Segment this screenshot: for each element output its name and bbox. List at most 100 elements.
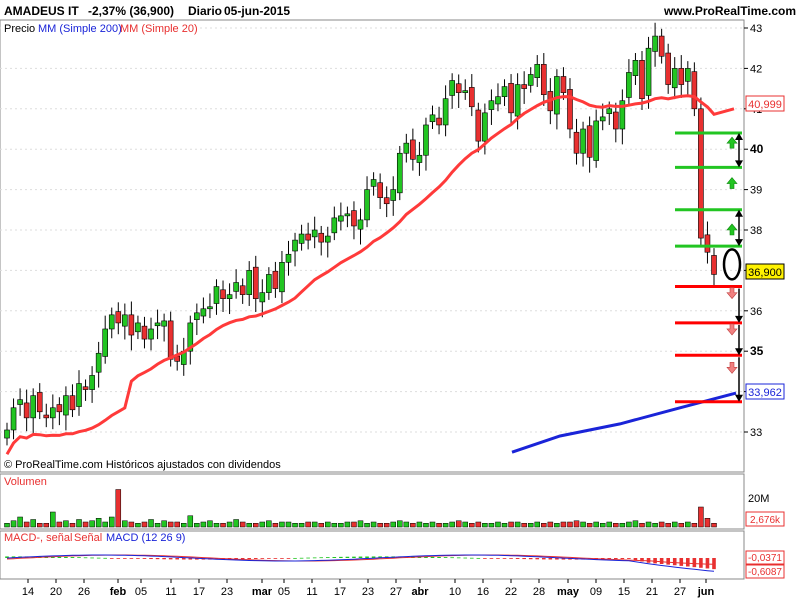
x-tick-label: 17 (334, 586, 346, 598)
macd-hist-bar (319, 557, 324, 559)
macd-hist-bar (123, 558, 127, 559)
volume-bar (76, 519, 82, 528)
macd-hist-bar (136, 558, 140, 559)
footer-note: © ProRealTime.com Históricos ajustados c… (4, 459, 281, 471)
candle (527, 67, 534, 93)
volume-bar (462, 521, 468, 528)
volume-bar (527, 523, 534, 528)
macd-hist-bar (234, 558, 238, 560)
volume-bar (606, 521, 613, 528)
volume-bar (691, 523, 698, 528)
x-tick-label: feb (110, 586, 127, 598)
up-arrow-icon (726, 136, 738, 149)
x-tick-label: 20 (50, 586, 62, 598)
up-arrow-icon (726, 177, 738, 189)
macd-hist-bar (83, 557, 88, 559)
volume-bar (442, 523, 449, 528)
volume-bar (141, 521, 148, 528)
candle (128, 301, 135, 351)
volume-bar (370, 521, 377, 528)
volume-bar (685, 521, 691, 528)
macd-hist-bar (142, 558, 147, 559)
x-tick-label: 23 (362, 586, 374, 598)
macd-hist-bar (306, 557, 310, 559)
x-tick-label: 17 (193, 586, 205, 598)
y-tick-label: 35 (750, 344, 764, 358)
volume-bar (521, 523, 527, 528)
volume-bar (508, 521, 514, 528)
volume-bar (632, 520, 639, 528)
x-tick-label: 10 (449, 586, 461, 598)
ma200-value-label: 33,962 (748, 387, 782, 399)
volume-bar (128, 521, 135, 528)
volume-bar (580, 521, 586, 528)
macd-hist-bar (627, 558, 631, 559)
macd-hist-bar (672, 558, 677, 566)
volume-bar (50, 511, 56, 528)
levels-group (675, 131, 743, 404)
y-tick-label: 36 (750, 306, 762, 318)
volume-bar (671, 521, 678, 528)
price-axis: 3334353637383940414243 (744, 23, 764, 439)
macd-hist-bar (129, 558, 134, 559)
macd-hist-bar (378, 556, 382, 558)
x-tick-label: 27 (390, 586, 402, 598)
candle (495, 83, 501, 112)
up-arrow-icon (726, 223, 738, 236)
volume-bar (161, 520, 167, 528)
volume-bar (4, 523, 10, 528)
volume-bar (174, 521, 180, 528)
candle (76, 370, 82, 416)
candle (370, 172, 377, 196)
macd-hist-bar (633, 558, 638, 561)
volume-bar (364, 523, 370, 528)
macd-hist-bar (188, 558, 193, 560)
volume-bar (82, 521, 89, 528)
volume-bar (36, 523, 43, 528)
volume-bar (115, 489, 122, 528)
macd-hist-bar (339, 556, 343, 558)
candle (377, 173, 383, 209)
x-tick-label: 15 (618, 586, 630, 598)
volume-bar (154, 523, 161, 528)
volume-last-value: 2,676k (750, 515, 781, 526)
macd-hist-bar (352, 556, 356, 558)
macd-hist-bar (437, 556, 441, 558)
candle (82, 379, 89, 401)
volume-bar (645, 521, 652, 528)
candle (658, 28, 665, 64)
candle (593, 109, 599, 168)
volume-bar (213, 523, 220, 528)
x-tick-label: may (557, 586, 580, 598)
macd-hist-bar (5, 556, 9, 558)
candle (639, 51, 645, 111)
macd-hist-bar (253, 558, 258, 559)
macd-hist-bar (496, 558, 500, 559)
candle (331, 206, 338, 241)
volume-bar (311, 521, 318, 528)
volume-bar (23, 521, 30, 528)
candle (678, 55, 685, 98)
candle (396, 145, 403, 201)
candles-group (4, 22, 717, 446)
candle (560, 67, 567, 100)
candle (292, 232, 298, 267)
y-tick-label: 43 (750, 23, 762, 35)
candle (298, 224, 305, 251)
candle (122, 303, 128, 340)
candle (115, 302, 122, 335)
candle (285, 240, 292, 276)
volume-bar (573, 520, 580, 528)
macd-hist-bar (541, 558, 546, 560)
candle (266, 267, 272, 300)
macd-hist-bar (149, 558, 153, 560)
macd-hist-bar (90, 557, 94, 559)
macd-hist-bar (561, 558, 566, 560)
macd-hist-bar (312, 557, 317, 559)
site-link[interactable]: www.ProRealTime.com (663, 4, 796, 18)
candle (318, 225, 325, 256)
macd-hist-bar (528, 558, 533, 560)
candle (665, 43, 671, 94)
volume-title: Volumen (4, 476, 47, 488)
